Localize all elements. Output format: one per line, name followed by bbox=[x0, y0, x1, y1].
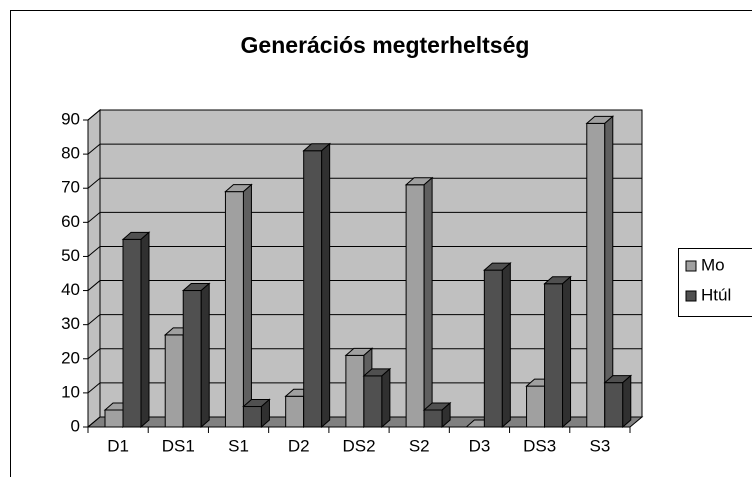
grid-line bbox=[87, 143, 642, 155]
bar bbox=[423, 409, 443, 428]
bar-side bbox=[441, 401, 451, 429]
x-tick-label: DS3 bbox=[523, 436, 556, 455]
bar bbox=[544, 283, 564, 428]
bar-side bbox=[260, 398, 270, 429]
grid-line bbox=[87, 382, 642, 394]
legend-swatch bbox=[685, 260, 697, 272]
y-tick-label: 10 bbox=[61, 382, 80, 401]
bar-side bbox=[501, 261, 511, 429]
bar-side bbox=[242, 183, 252, 429]
bar bbox=[285, 395, 305, 428]
y-tick-label: 30 bbox=[61, 314, 80, 333]
y-tick-label: 40 bbox=[61, 280, 80, 299]
bar bbox=[363, 375, 383, 428]
bar-side bbox=[423, 176, 433, 429]
y-tick-label: 20 bbox=[61, 348, 80, 367]
y-tick-label: 50 bbox=[61, 246, 80, 265]
grid-line bbox=[87, 109, 642, 121]
bar bbox=[604, 382, 624, 428]
bar-side bbox=[381, 367, 391, 429]
bar bbox=[242, 406, 262, 428]
bar bbox=[104, 409, 124, 428]
bar bbox=[483, 269, 503, 428]
side-wall bbox=[87, 108, 101, 429]
bar bbox=[526, 385, 546, 428]
grid-line bbox=[87, 177, 642, 189]
bar bbox=[224, 191, 244, 428]
x-tick-label: D3 bbox=[469, 436, 491, 455]
legend-swatch bbox=[685, 290, 697, 302]
bar bbox=[586, 122, 606, 428]
bar bbox=[122, 238, 142, 428]
y-tick-label: 80 bbox=[61, 144, 80, 163]
grid-line bbox=[87, 280, 642, 291]
grid-line bbox=[87, 416, 642, 428]
bar-side bbox=[140, 231, 150, 429]
bar-side bbox=[562, 275, 572, 429]
bar bbox=[182, 290, 202, 428]
bar bbox=[345, 354, 365, 428]
bar bbox=[303, 150, 323, 428]
y-tick-label: 90 bbox=[61, 109, 80, 128]
x-tick-label: D2 bbox=[288, 436, 310, 455]
bar bbox=[164, 334, 184, 428]
bar bbox=[405, 184, 425, 428]
x-tick-label: S3 bbox=[589, 436, 610, 455]
chart-title: Generációs megterheltség bbox=[241, 32, 530, 58]
x-tick-label: DS2 bbox=[342, 436, 375, 455]
legend-box bbox=[678, 248, 752, 317]
legend-label: Htúl bbox=[701, 285, 731, 304]
grid-line bbox=[87, 211, 642, 223]
grid-line bbox=[87, 314, 642, 326]
bar-side bbox=[321, 142, 331, 429]
x-tick-label: S2 bbox=[409, 436, 430, 455]
bar-side bbox=[200, 282, 210, 429]
x-tick-label: DS1 bbox=[162, 436, 195, 455]
x-tick-label: S1 bbox=[228, 436, 249, 455]
y-tick-label: 70 bbox=[61, 178, 80, 197]
y-tick-label: 60 bbox=[61, 212, 80, 231]
x-tick-label: D1 bbox=[107, 436, 129, 455]
legend-label: Mo bbox=[701, 255, 725, 274]
y-tick-label: 0 bbox=[71, 416, 80, 435]
grid-line bbox=[87, 348, 642, 360]
bar-side bbox=[622, 374, 632, 429]
grid-line bbox=[87, 245, 642, 257]
